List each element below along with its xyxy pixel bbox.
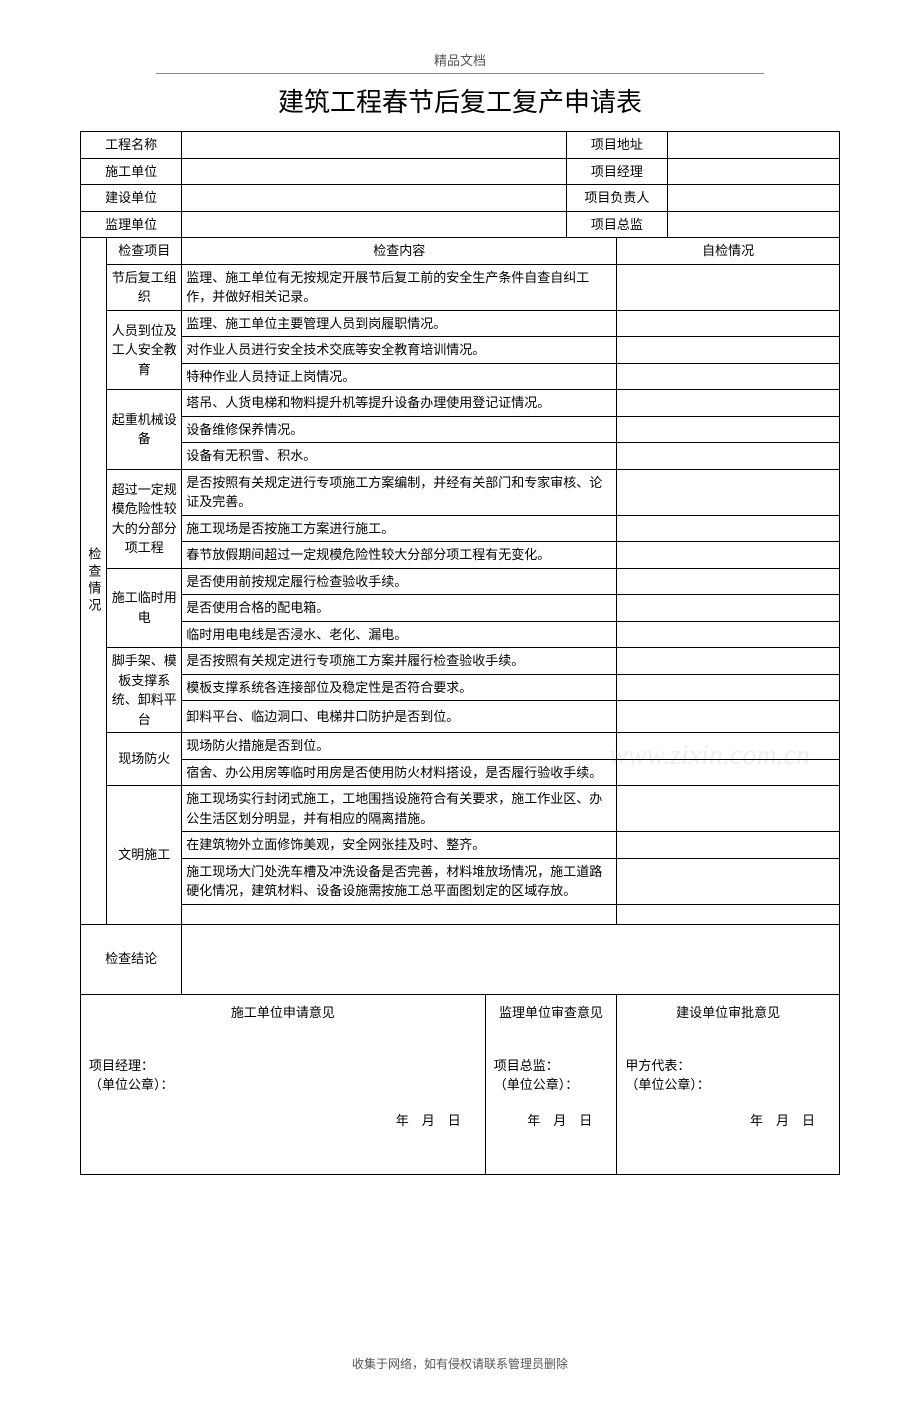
section-3-self-2 <box>617 416 840 443</box>
section-6-self-2 <box>617 674 840 701</box>
sig-a-line2: （单位公章）： <box>89 1075 174 1095</box>
section-8-content-2: 在建筑物外立面修饰美观，安全网张挂及时、整齐。 <box>182 832 617 859</box>
section-7-self-2 <box>617 759 840 786</box>
label-supervision-unit: 监理单位 <box>81 211 182 238</box>
section-3-self-1 <box>617 390 840 417</box>
section-8-content-3: 施工现场大门处洗车槽及冲洗设备是否完善，材料堆放场情况，施工道路硬化情况，建筑材… <box>182 858 617 904</box>
section-2-content-2: 对作业人员进行安全技术交底等安全教育培训情况。 <box>182 337 617 364</box>
section-6-content-1: 是否按照有关规定进行专项施工方案并履行检查验收手续。 <box>182 648 617 675</box>
section-2-content-1: 监理、施工单位主要管理人员到岗履职情况。 <box>182 310 617 337</box>
section-2-self-2 <box>617 337 840 364</box>
sig-c-line2: （单位公章）： <box>625 1075 710 1095</box>
section-5-self-2 <box>617 595 840 622</box>
section-7-title: 现场防火 <box>107 733 182 786</box>
section-3-content-3: 设备有无积雪、积水。 <box>182 443 617 470</box>
section-6-self-3 <box>617 701 840 733</box>
sig-a-title: 施工单位申请意见 <box>89 1003 477 1023</box>
field-project-address <box>667 132 839 159</box>
section-3-title: 起重机械设备 <box>107 390 182 470</box>
conclusion-field <box>182 924 840 994</box>
header-self-check: 自检情况 <box>617 238 840 265</box>
label-project-manager: 项目经理 <box>566 158 667 185</box>
header-check-content: 检查内容 <box>182 238 617 265</box>
field-project-leader <box>667 185 839 212</box>
label-project-name: 工程名称 <box>81 132 182 159</box>
section-1-self-1 <box>617 264 840 310</box>
section-6-title: 脚手架、模板支撑系统、卸料平台 <box>107 648 182 733</box>
signature-block-construction: 施工单位申请意见 项目经理： （单位公章）： 年 月 日 <box>81 994 486 1174</box>
section-8-self-1 <box>617 786 840 832</box>
section-8-self-blank <box>617 904 840 924</box>
field-project-director <box>667 211 839 238</box>
section-5-content-1: 是否使用前按规定履行检查验收手续。 <box>182 568 617 595</box>
sig-c-date: 年 月 日 <box>750 1111 815 1131</box>
section-6-content-3: 卸料平台、临边洞口、电梯井口防护是否到位。 <box>182 701 617 733</box>
sig-c-line1: 甲方代表： <box>625 1056 710 1076</box>
section-7-self-1 <box>617 733 840 760</box>
section-6-content-2: 模板支撑系统各连接部位及稳定性是否符合要求。 <box>182 674 617 701</box>
section-4-self-1 <box>617 469 840 515</box>
section-8-content-blank <box>182 904 617 924</box>
section-5-title: 施工临时用电 <box>107 568 182 648</box>
field-project-manager <box>667 158 839 185</box>
side-label-check-situation: 检查情况 <box>81 238 107 925</box>
section-2-content-3: 特种作业人员持证上岗情况。 <box>182 363 617 390</box>
label-project-director: 项目总监 <box>566 211 667 238</box>
section-8-title: 文明施工 <box>107 786 182 925</box>
footer-text: 收集于网络，如有侵权请联系管理员删除 <box>80 1355 840 1372</box>
section-4-self-3 <box>617 542 840 569</box>
section-5-content-3: 临时用电电线是否浸水、老化、漏电。 <box>182 621 617 648</box>
section-8-content-1: 施工现场实行封闭式施工，工地围挡设施符合有关要求，施工作业区、办公生活区划分明显… <box>182 786 617 832</box>
section-3-self-3 <box>617 443 840 470</box>
label-project-address: 项目地址 <box>566 132 667 159</box>
section-3-content-1: 塔吊、人货电梯和物料提升机等提升设备办理使用登记证情况。 <box>182 390 617 417</box>
field-construction-unit <box>182 158 567 185</box>
section-8-self-3 <box>617 858 840 904</box>
header-check-item: 检查项目 <box>107 238 182 265</box>
application-form-table: 工程名称 项目地址 施工单位 项目经理 建设单位 项目负责人 监理单位 项目总监… <box>80 131 840 1175</box>
label-build-unit: 建设单位 <box>81 185 182 212</box>
field-build-unit <box>182 185 567 212</box>
section-2-title: 人员到位及工人安全教育 <box>107 310 182 390</box>
section-2-self-3 <box>617 363 840 390</box>
section-6-self-1 <box>617 648 840 675</box>
sig-c-title: 建设单位审批意见 <box>625 1003 831 1023</box>
field-supervision-unit <box>182 211 567 238</box>
sig-b-line2: （单位公章）： <box>494 1075 579 1095</box>
sig-a-date: 年 月 日 <box>396 1111 461 1131</box>
section-2-self-1 <box>617 310 840 337</box>
section-7-content-1: 现场防火措施是否到位。 <box>182 733 617 760</box>
sig-a-line1: 项目经理： <box>89 1056 174 1076</box>
section-3-content-2: 设备维修保养情况。 <box>182 416 617 443</box>
section-1-content-1: 监理、施工单位有无按规定开展节后复工前的安全生产条件自查自纠工作，并做好相关记录… <box>182 264 617 310</box>
signature-block-build: 建设单位审批意见 甲方代表： （单位公章）： 年 月 日 <box>617 994 840 1174</box>
field-project-name <box>182 132 567 159</box>
section-4-content-3: 春节放假期间超过一定规模危险性较大分部分项工程有无变化。 <box>182 542 617 569</box>
section-8-self-2 <box>617 832 840 859</box>
section-4-title: 超过一定规模危险性较大的分部分项工程 <box>107 469 182 568</box>
page-title: 建筑工程春节后复工复产申请表 <box>80 82 840 119</box>
section-4-content-1: 是否按照有关规定进行专项施工方案编制，并经有关部门和专家审核、论证及完善。 <box>182 469 617 515</box>
sig-b-line1: 项目总监： <box>494 1056 579 1076</box>
section-4-content-2: 施工现场是否按施工方案进行施工。 <box>182 515 617 542</box>
conclusion-label: 检查结论 <box>81 924 182 994</box>
section-5-content-2: 是否使用合格的配电箱。 <box>182 595 617 622</box>
signature-block-supervision: 监理单位审查意见 项目总监： （单位公章）： 年 月 日 <box>485 994 617 1174</box>
section-1-title: 节后复工组织 <box>107 264 182 310</box>
section-4-self-2 <box>617 515 840 542</box>
label-construction-unit: 施工单位 <box>81 158 182 185</box>
section-5-self-3 <box>617 621 840 648</box>
header-label: 精品文档 <box>156 50 764 74</box>
section-5-self-1 <box>617 568 840 595</box>
label-project-leader: 项目负责人 <box>566 185 667 212</box>
sig-b-title: 监理单位审查意见 <box>494 1003 609 1023</box>
sig-b-date: 年 月 日 <box>527 1111 592 1131</box>
section-7-content-2: 宿舍、办公用房等临时用房是否使用防火材料搭设，是否履行验收手续。 <box>182 759 617 786</box>
